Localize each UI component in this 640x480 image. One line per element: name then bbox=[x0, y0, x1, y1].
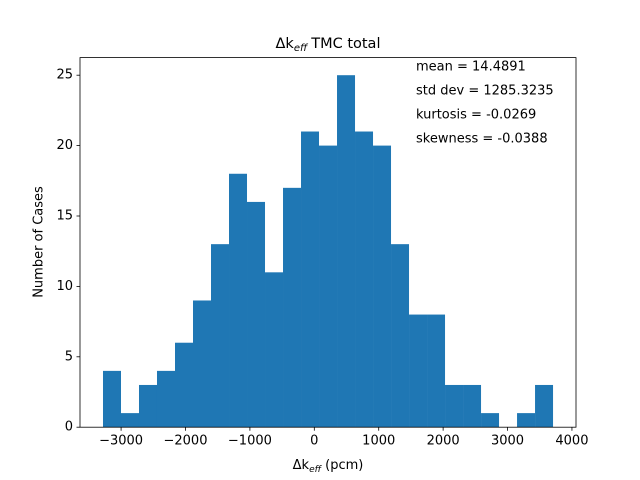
chart-title: Δkeff TMC total bbox=[276, 36, 381, 54]
x-label-subscript: eff bbox=[309, 465, 323, 475]
bar bbox=[337, 75, 356, 428]
bar bbox=[427, 314, 446, 428]
bar bbox=[535, 384, 554, 428]
x-axis-label: Δkeff (pcm) bbox=[293, 458, 364, 475]
x-tick-label: 2000 bbox=[427, 434, 460, 449]
y-tick-label: 10 bbox=[56, 279, 73, 294]
x-label-text: (pcm) bbox=[325, 458, 363, 473]
bar bbox=[138, 384, 157, 428]
bar bbox=[120, 413, 139, 428]
y-tick-label: 0 bbox=[65, 420, 73, 435]
x-tick-label: −1000 bbox=[228, 434, 272, 449]
annotation: kurtosis = -0.0269 bbox=[416, 108, 536, 123]
x-tick-label: −3000 bbox=[99, 434, 143, 449]
bar bbox=[409, 314, 428, 428]
y-tick-label: 25 bbox=[56, 68, 73, 83]
y-axis-label: Number of Cases bbox=[32, 186, 47, 298]
bar bbox=[517, 413, 536, 428]
x-tick-label: 1000 bbox=[362, 434, 395, 449]
x-tick-label: −2000 bbox=[164, 434, 208, 449]
bar bbox=[156, 370, 176, 428]
y-tick-label: 15 bbox=[56, 209, 73, 224]
bar bbox=[247, 201, 266, 428]
bar bbox=[265, 272, 284, 428]
annotation: skewness = -0.0388 bbox=[416, 132, 548, 147]
bar bbox=[445, 384, 464, 428]
bar bbox=[463, 384, 482, 428]
bar bbox=[211, 244, 230, 428]
x-tick-label: 0 bbox=[310, 434, 318, 449]
bar bbox=[391, 244, 410, 428]
title-symbol: Δk bbox=[276, 36, 295, 52]
bar bbox=[229, 173, 248, 428]
y-tick-label: 20 bbox=[56, 138, 73, 153]
bar bbox=[481, 413, 500, 428]
annotation: std dev = 1285.3235 bbox=[416, 84, 554, 99]
bar bbox=[319, 145, 338, 428]
x-label-symbol: Δk bbox=[293, 458, 310, 473]
title-subscript: eff bbox=[294, 43, 309, 54]
bar bbox=[283, 187, 302, 428]
bar bbox=[193, 300, 212, 428]
annotation: mean = 14.4891 bbox=[416, 60, 526, 75]
title-text: TMC total bbox=[310, 36, 380, 52]
y-tick-label: 5 bbox=[65, 349, 73, 364]
bar bbox=[175, 342, 194, 428]
x-tick-label: 3000 bbox=[491, 434, 524, 449]
bar bbox=[102, 370, 121, 428]
plot-frame bbox=[79, 57, 577, 428]
bar bbox=[301, 131, 320, 428]
bar bbox=[355, 131, 374, 428]
x-tick-label: 4000 bbox=[555, 434, 588, 449]
bar bbox=[373, 145, 392, 428]
